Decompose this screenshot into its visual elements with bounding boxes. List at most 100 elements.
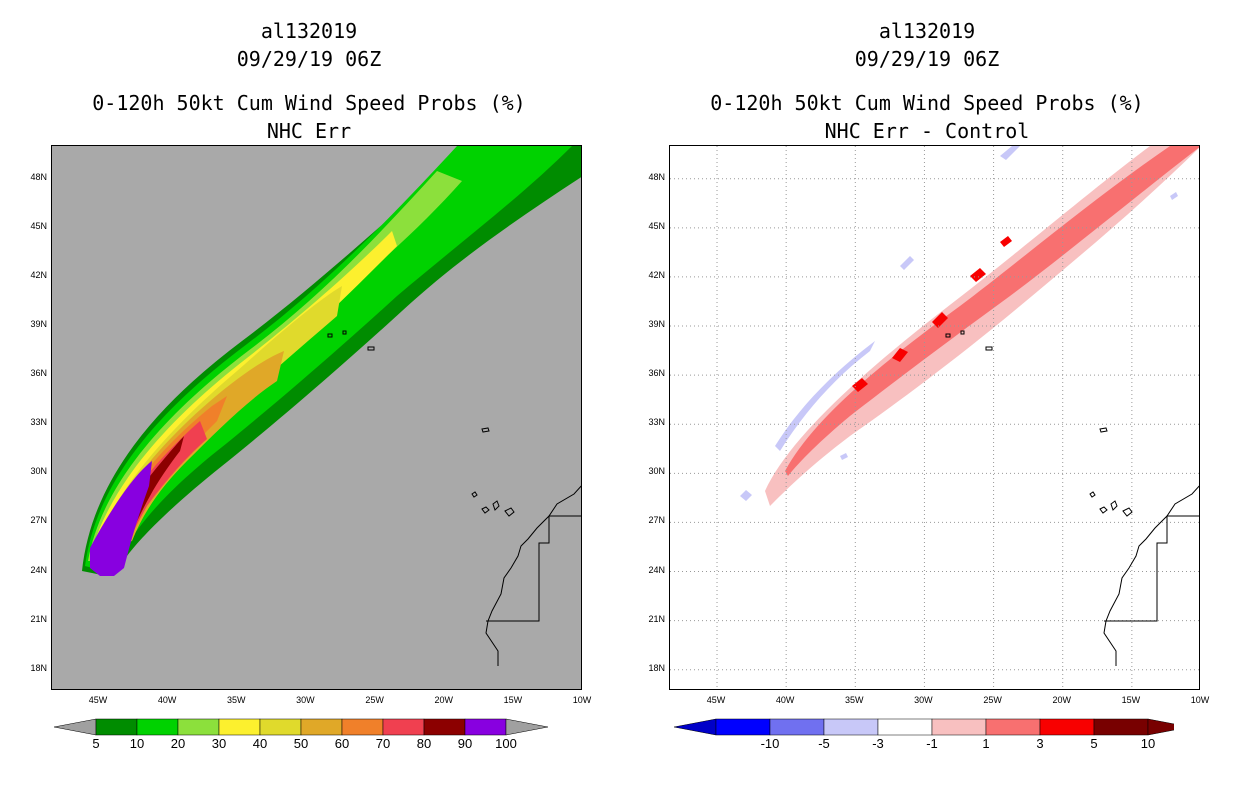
left-lat-label-48N: 48N (30, 171, 47, 182)
left-storm-id: al132019 (260, 19, 358, 43)
right-subtitle: NHC Err - Control (824, 119, 1030, 143)
right-africa-coastline (1103, 485, 1199, 666)
left-map-panel: al132019 09/29/19 06Z 0-120h 50kt Cum Wi… (30, 19, 592, 751)
right-lon-label-35W: 35W (845, 695, 864, 705)
left-colorbar (54, 718, 549, 736)
right-colorbar-low-arrow (674, 718, 717, 736)
left-coastlines (327, 330, 581, 666)
right-gridlines (670, 146, 1199, 689)
right-colorbar-label-8: 10 (1140, 736, 1156, 751)
left-lat-label-27N: 27N (30, 515, 47, 526)
left-island-5 (481, 427, 490, 433)
left-colorbar-label-1: 5 (92, 736, 100, 751)
right-contour-band-4 (740, 256, 914, 501)
right-lon-label-40W: 40W (775, 695, 795, 705)
left-colorbar-low-arrow (54, 718, 97, 736)
right-island-8 (960, 330, 965, 335)
right-map-panel: al132019 09/29/19 06Z 0-120h 50kt Cum Wi… (618, 0, 1236, 800)
left-island-1 (471, 491, 478, 498)
right-contour-band-3 (852, 236, 1012, 392)
left-lon-label-35W: 35W (227, 695, 246, 705)
left-colorbar-label-10: 90 (457, 736, 473, 751)
left-colorbar-label-8: 70 (375, 736, 391, 751)
right-colorbar-label-7: 5 (1090, 736, 1098, 751)
left-colorbar-swatch-6 (300, 718, 343, 736)
right-lon-label-45W: 45W (706, 695, 726, 705)
left-colorbar-swatch-10 (464, 718, 507, 736)
right-colorbar-label-2: -5 (818, 736, 830, 751)
right-contour-band-2 (785, 146, 1199, 476)
left-island-3 (492, 500, 500, 511)
right-island-4 (1122, 507, 1133, 517)
left-lat-label-18N: 18N (30, 662, 47, 673)
right-lat-label-27N: 27N (648, 515, 665, 526)
right-colorbar-swatch-7 (1039, 718, 1095, 736)
right-lon-label-10W: 10W (1190, 695, 1210, 705)
right-lon-label-15W: 15W (1121, 695, 1141, 705)
left-border-line (486, 515, 581, 622)
left-colorbar-label-3: 20 (170, 736, 186, 751)
right-lat-label-30N: 30N (648, 466, 665, 477)
left-colorbar-swatch-8 (382, 718, 425, 736)
left-lon-label-45W: 45W (88, 695, 108, 705)
right-colorbar (674, 718, 1174, 736)
right-island-5 (1099, 427, 1108, 433)
right-colorbar-swatch-1 (715, 718, 771, 736)
left-island-8 (342, 330, 347, 335)
left-island-6 (367, 346, 375, 351)
right-map-frame (669, 145, 1200, 690)
left-lon-label-25W: 25W (365, 695, 384, 705)
right-colorbar-label-5: 1 (982, 736, 990, 751)
right-colorbar-swatch-2 (769, 718, 825, 736)
left-colorbar-swatch-5 (259, 718, 302, 736)
right-colorbar-swatch-5 (931, 718, 987, 736)
left-colorbar-swatch-2 (136, 718, 179, 736)
right-map-canvas (670, 146, 1199, 689)
left-colorbar-swatch-4 (218, 718, 261, 736)
right-lat-label-36N: 36N (648, 368, 665, 379)
left-lon-label-30W: 30W (296, 695, 315, 705)
right-map-background (670, 146, 1199, 689)
left-colorbar-label-7: 60 (334, 736, 350, 751)
right-island-7 (945, 333, 951, 338)
left-lon-label-40W: 40W (157, 695, 177, 705)
left-colorbar-swatch-9 (423, 718, 466, 736)
left-lat-label-42N: 42N (30, 269, 47, 280)
right-product-title: 0-120h 50kt Cum Wind Speed Probs (%) (710, 91, 1144, 115)
right-lat-label-39N: 39N (648, 319, 665, 330)
left-colorbar-label-6: 50 (293, 736, 309, 751)
left-colorbar-swatch-3 (177, 718, 220, 736)
right-colorbar-swatch-4 (877, 718, 933, 736)
left-lat-label-45N: 45N (30, 220, 47, 231)
left-africa-coastline (485, 485, 581, 666)
right-island-3 (1110, 500, 1118, 511)
right-lon-label-30W: 30W (914, 695, 933, 705)
left-map-frame (51, 145, 582, 690)
left-lon-label-15W: 15W (503, 695, 523, 705)
left-map-canvas (52, 146, 581, 689)
left-colorbar-label-5: 40 (252, 736, 268, 751)
left-colorbar-swatch-1 (95, 718, 138, 736)
right-colorbar-label-1: -10 (760, 736, 780, 751)
right-island-2 (1099, 506, 1108, 514)
left-lat-label-39N: 39N (30, 319, 47, 330)
right-lat-label-24N: 24N (648, 564, 665, 575)
left-lon-label-10W: 10W (572, 695, 592, 705)
right-colorbar-swatch-8 (1093, 718, 1149, 736)
right-colorbar-swatch-3 (823, 718, 879, 736)
left-colorbar-high-arrow (505, 718, 549, 736)
left-lat-label-24N: 24N (30, 564, 47, 575)
right-island-1 (1089, 491, 1096, 498)
right-colorbar-label-4: -1 (926, 736, 938, 751)
left-colorbar-label-4: 30 (211, 736, 227, 751)
left-lat-label-21N: 21N (30, 613, 47, 624)
right-colorbar-swatch-6 (985, 718, 1041, 736)
right-lat-label-45N: 45N (648, 220, 665, 231)
right-colorbar-high-arrow (1147, 718, 1174, 736)
right-colorbar-label-3: -3 (872, 736, 884, 751)
left-colorbar-label-11: 100 (495, 736, 517, 751)
right-border-line (1104, 515, 1199, 622)
right-storm-id: al132019 (878, 19, 976, 43)
left-colorbar-swatch-7 (341, 718, 384, 736)
right-lon-label-20W: 20W (1052, 695, 1071, 705)
